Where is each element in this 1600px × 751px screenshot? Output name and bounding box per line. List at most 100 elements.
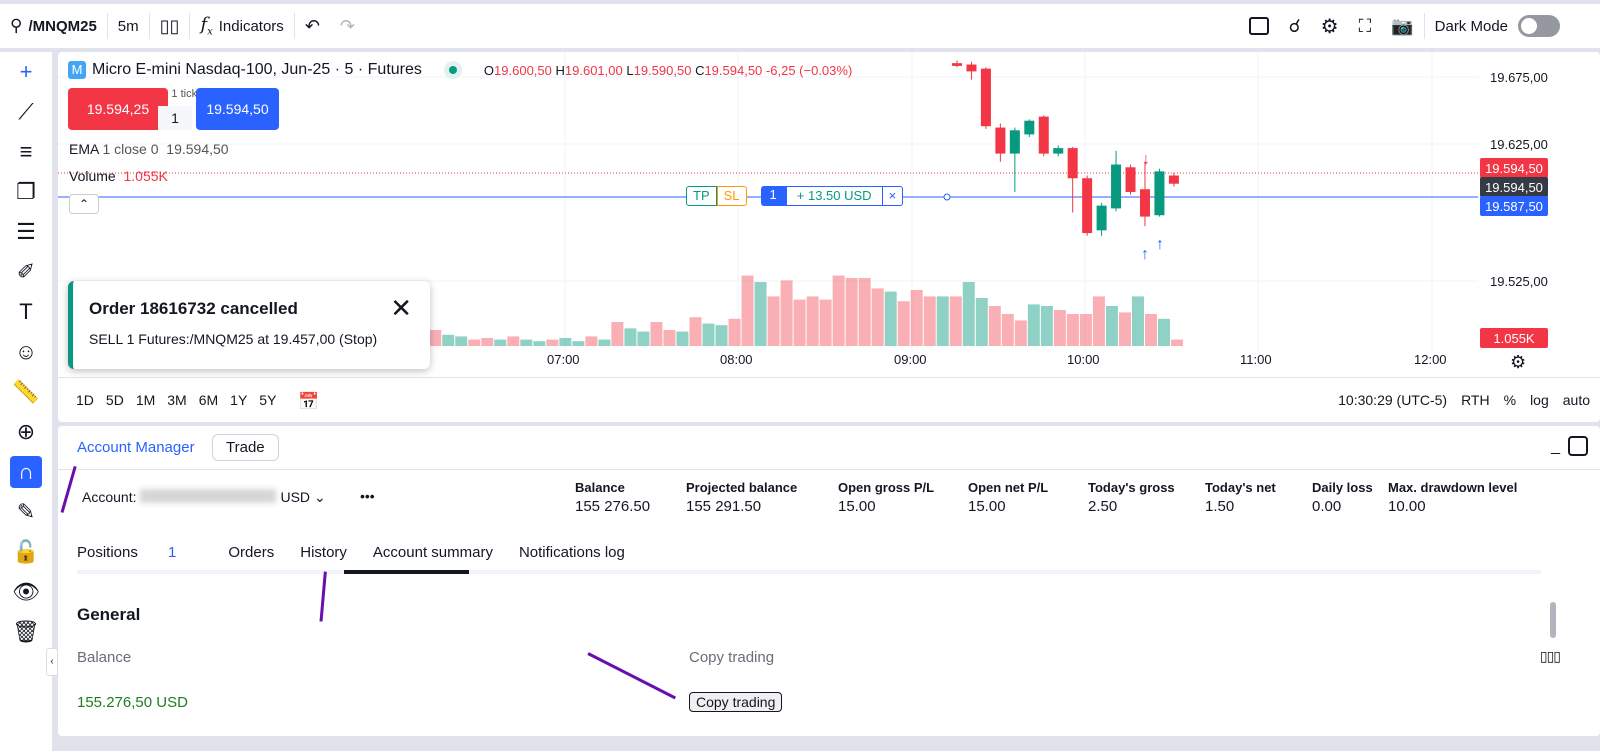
text-icon[interactable]: T — [19, 299, 33, 324]
candle-body — [966, 64, 977, 72]
sell-button[interactable]: 19.594,25 — [68, 88, 168, 130]
dark-mode-toggle[interactable] — [1518, 15, 1560, 37]
fib-icon[interactable]: ≡ — [19, 139, 33, 164]
lock-drawing-icon[interactable]: ✎ — [16, 499, 36, 524]
magnet-icon[interactable]: ∩ — [0, 452, 52, 492]
volume-bar — [1131, 296, 1144, 346]
volume-bar — [1171, 339, 1183, 346]
price-tick: 19.675,00 — [1490, 70, 1548, 85]
tab-positions[interactable]: Positions 1 — [77, 544, 177, 561]
emoji-icon[interactable]: ☺ — [14, 339, 38, 364]
tab-account-manager[interactable]: Account Manager — [77, 439, 195, 456]
time-axis[interactable]: 07:00 08:00 09:00 10:00 11:00 12:00 — [58, 352, 1478, 372]
trash-icon[interactable]: 🗑 — [12, 619, 40, 644]
volume-bar — [923, 296, 936, 346]
volume-bar — [468, 339, 481, 346]
more-button[interactable]: ••• — [360, 488, 375, 504]
indicators-button[interactable]: fx Indicators — [200, 14, 284, 38]
volume-bar — [1079, 314, 1092, 346]
volume-bar — [559, 338, 572, 346]
position-price-tag: 19.587,50 — [1480, 196, 1548, 216]
session-button[interactable]: RTH — [1461, 392, 1490, 408]
stat-value: 15.00 — [968, 498, 1006, 515]
account-stat: Today's net 1.50 — [1205, 480, 1276, 515]
range-1d[interactable]: 1D — [76, 392, 94, 408]
volume-bar — [1092, 296, 1105, 346]
candle-body — [980, 68, 991, 127]
volume-bar — [663, 330, 676, 346]
account-tabs: Positions 1 Orders History Account summa… — [77, 544, 651, 561]
range-6m[interactable]: 6M — [198, 392, 219, 408]
percent-button[interactable]: % — [1503, 392, 1517, 408]
axis-settings-icon[interactable]: ⚙ — [1510, 352, 1527, 372]
zoom-in-icon[interactable]: ⊕ — [16, 419, 36, 444]
range-5d[interactable]: 5D — [105, 392, 124, 408]
fullscreen-icon[interactable]: ⛶ — [1358, 15, 1372, 36]
camera-icon[interactable]: 📷 — [1391, 15, 1414, 36]
candle-body — [1096, 205, 1107, 231]
range-1y[interactable]: 1Y — [230, 392, 248, 408]
close-icon[interactable]: ✕ — [390, 293, 412, 323]
redo-icon[interactable]: ↷ — [339, 15, 355, 36]
range-1m[interactable]: 1M — [135, 392, 156, 408]
volume-bar — [780, 280, 793, 346]
trend-line-icon[interactable]: ⟋ — [18, 99, 34, 124]
tab-notifications-log[interactable]: Notifications log — [518, 544, 625, 561]
range-3m[interactable]: 3M — [167, 392, 187, 408]
stat-value: 15.00 — [838, 498, 876, 515]
minimize-icon[interactable]: _ — [1551, 438, 1560, 455]
volume-bar — [741, 275, 754, 346]
balance-value: 155.276,50 USD — [77, 694, 188, 711]
close-position-button[interactable]: × — [882, 186, 904, 206]
time-tick: 11:00 — [1240, 352, 1272, 367]
eye-icon[interactable]: 👁 — [12, 579, 40, 604]
volume-bar — [546, 339, 559, 346]
collapse-legend-button[interactable]: ⌃ — [69, 194, 99, 214]
brush-icon[interactable]: ✐ — [16, 259, 36, 284]
account-stat: Open net P/L 15.00 — [968, 480, 1048, 515]
scrollbar[interactable] — [1550, 602, 1556, 638]
gear-icon[interactable]: ⚙ — [1320, 15, 1339, 38]
sl-button[interactable]: SL — [716, 186, 747, 206]
auto-button[interactable]: auto — [1562, 392, 1590, 408]
crosshair-icon[interactable]: + — [19, 59, 33, 84]
copy-trading-button[interactable]: Copy trading — [689, 692, 783, 712]
stat-value: 10.00 — [1388, 498, 1426, 515]
log-button[interactable]: log — [1530, 392, 1549, 408]
chart-pane[interactable]: ↓ ↑ ↑ M Micro E-mini Nasdaq-100, Jun-25 · … — [58, 52, 1600, 422]
pattern-icon[interactable]: ❐ — [16, 179, 36, 204]
ruler-icon[interactable]: 📏 — [12, 379, 40, 404]
buy-button[interactable]: 19.594,50 — [196, 88, 279, 130]
tab-trade[interactable]: Trade — [212, 434, 279, 461]
volume-bar — [650, 322, 663, 346]
position-pnl: + 13.50 USD — [785, 186, 883, 206]
tab-orders[interactable]: Orders — [228, 544, 275, 561]
layout-icon[interactable] — [1239, 4, 1279, 48]
interval-button[interactable]: 5m — [117, 17, 139, 35]
columns-icon[interactable]: ▯▯▯ — [1539, 648, 1561, 664]
stat-value: 1.50 — [1205, 498, 1235, 515]
alert-icon[interactable]: ☌ — [1288, 15, 1301, 36]
position-line-label[interactable]: TP SL 1 + 13.50 USD × — [686, 186, 904, 206]
dark-mode-label: Dark Mode — [1434, 17, 1508, 35]
collapse-toolbar-button[interactable]: ‹ — [46, 648, 58, 676]
range-5y[interactable]: 5Y — [259, 392, 277, 408]
maximize-icon[interactable] — [1568, 436, 1588, 456]
lock-icon[interactable]: 🔓 — [12, 539, 40, 564]
toast-body: SELL 1 Futures:/MNQM25 at 19.457,00 (Sto… — [89, 331, 378, 347]
quantity-input[interactable]: 1 — [158, 106, 192, 130]
tab-history[interactable]: History — [300, 544, 347, 561]
volume-bar — [676, 331, 689, 346]
volume-bar — [637, 331, 650, 346]
symbol-search[interactable]: ⚲/MNQM25 — [10, 16, 97, 35]
candle-body — [1082, 178, 1093, 234]
stat-value: 155 276.50 — [575, 498, 651, 515]
account-selector[interactable]: Account: USD ⌄ — [82, 489, 326, 505]
undo-icon[interactable]: ↶ — [304, 15, 320, 36]
forecast-icon[interactable]: ☰ — [16, 219, 36, 244]
tp-button[interactable]: TP — [686, 186, 717, 206]
candles-icon[interactable]: ▯▯ — [159, 15, 180, 36]
volume-bar — [533, 341, 546, 346]
goto-date-icon[interactable]: 📅 — [298, 392, 320, 411]
tab-account-summary[interactable]: Account summary — [372, 544, 493, 561]
